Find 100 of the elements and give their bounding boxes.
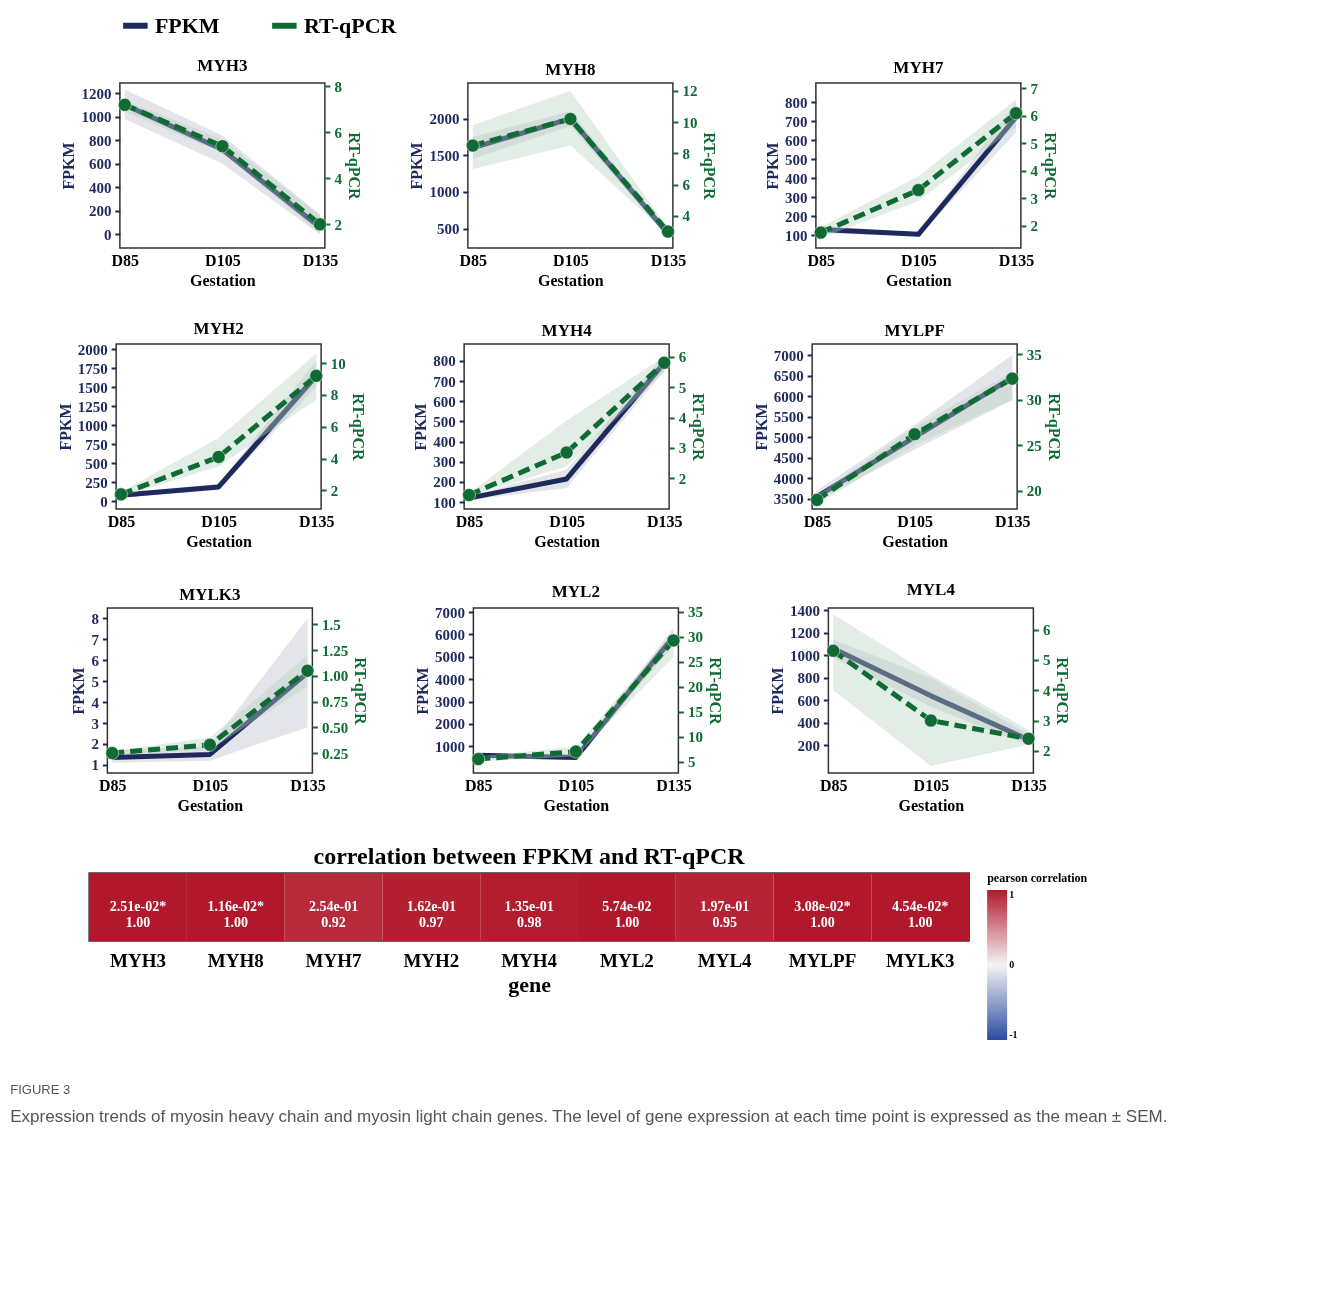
x-tick-label: D105 <box>558 776 595 794</box>
y-tick-label: 1 <box>91 757 99 774</box>
chart-title: MYL4 <box>906 580 956 600</box>
x-tick-label: MYH7 <box>305 949 363 971</box>
y-tick-label: 200 <box>797 737 820 754</box>
y-tick-label: 1000 <box>434 738 465 755</box>
chart-title: MYH4 <box>541 321 593 340</box>
y2-tick-label: 4 <box>1030 163 1039 180</box>
y-tick-label: 3000 <box>434 694 465 711</box>
y2-tick-label: 2 <box>1030 218 1038 235</box>
x-tick-label: D135 <box>994 512 1031 530</box>
y2-tick-label: 7 <box>1030 80 1039 97</box>
y-tick-label: 4 <box>91 694 100 711</box>
y-tick-label: 4000 <box>434 671 465 688</box>
x-tick-label: D85 <box>98 776 127 794</box>
y-axis-title: FPKM <box>60 142 78 190</box>
y2-axis-title: RT-qPCR <box>351 657 370 726</box>
y-tick-label: 400 <box>433 434 456 451</box>
point <box>300 663 315 678</box>
chart-title: MYL2 <box>551 581 600 601</box>
y2-tick-label: 6 <box>334 124 343 141</box>
x-tick-label: D105 <box>553 251 589 269</box>
y2-axis-title: RT-qPCR <box>344 132 363 201</box>
y2-tick-label: 1.25 <box>321 642 349 659</box>
x-tick-label: D105 <box>549 512 585 530</box>
x-tick-label: D85 <box>807 251 836 269</box>
y-tick-label: 100 <box>784 227 808 244</box>
point <box>924 713 938 728</box>
y-tick-label: 2 <box>91 736 99 753</box>
chart-title: MYH8 <box>545 60 596 79</box>
y2-tick-label: 3 <box>678 440 687 457</box>
point <box>907 427 922 441</box>
point <box>1005 371 1020 386</box>
y-tick-label: 600 <box>88 156 112 173</box>
y-tick-label: 800 <box>797 670 820 687</box>
y-tick-label: 1000 <box>81 109 112 126</box>
y2-tick-label: 10 <box>330 355 346 372</box>
y-tick-label: 6000 <box>434 626 465 643</box>
point <box>117 98 132 112</box>
x-tick-label: D85 <box>459 251 488 269</box>
y-tick-label: 1750 <box>77 360 108 377</box>
x-tick-label: D135 <box>290 776 326 794</box>
data-label: 2.51e-02* 1.00 <box>109 899 167 930</box>
y2-tick-label: 4 <box>682 208 691 225</box>
y2-tick-label: 6 <box>1042 622 1051 639</box>
y-tick-label: 0 <box>103 226 112 243</box>
x-tick-label: D85 <box>803 512 832 530</box>
y2-tick-label: 2 <box>1042 743 1051 760</box>
point <box>211 450 226 464</box>
x-tick-label: D105 <box>201 512 237 530</box>
y-axis-title: FPKM <box>408 142 426 190</box>
x-tick-label: MYLPF <box>788 949 857 971</box>
x-tick-label: D105 <box>897 512 933 530</box>
x-axis-title: Gestation <box>534 532 601 550</box>
y-axis-title: FPKM <box>412 403 430 451</box>
y-tick-label: 5500 <box>773 409 804 426</box>
y-tick-label: 1250 <box>77 398 108 415</box>
y-tick-label: 1000 <box>429 184 460 201</box>
point <box>462 488 476 502</box>
data-label: 3.08e-02* 1.00 <box>794 899 851 930</box>
y2-tick-label: 6 <box>682 177 691 194</box>
x-tick-label: D135 <box>302 251 339 269</box>
y-tick-label: 200 <box>433 474 456 491</box>
legend-label: FPKM <box>154 12 220 38</box>
y2-tick-label: 5 <box>1042 652 1051 669</box>
y-tick-label: 300 <box>433 454 456 471</box>
point <box>813 225 828 240</box>
y-tick-label: 2000 <box>434 716 465 733</box>
chart-title: MYH7 <box>893 58 944 78</box>
x-axis-title: Gestation <box>189 271 256 289</box>
point <box>215 139 230 153</box>
y-axis-title: FPKM <box>768 667 786 715</box>
y2-tick-label: 2 <box>330 482 339 499</box>
y-tick-label: 750 <box>85 436 108 453</box>
x-tick-label: D85 <box>464 776 493 794</box>
y2-tick-label: 2 <box>334 216 342 233</box>
y2-tick-label: 4 <box>334 170 343 187</box>
point <box>559 445 574 460</box>
y2-tick-label: 6 <box>678 349 687 366</box>
y-tick-label: 1400 <box>789 602 820 619</box>
x-tick-label: MYH3 <box>110 949 166 971</box>
x-axis-title: Gestation <box>898 796 965 814</box>
data-label: 5.74e-02 1.00 <box>602 899 652 930</box>
y2-tick-label: 10 <box>682 114 698 131</box>
y-tick-label: 100 <box>433 494 456 511</box>
y-tick-label: 6 <box>91 652 100 669</box>
data-label: 1.35e-01 0.98 <box>504 899 554 930</box>
x-tick-label: MYL2 <box>599 949 654 971</box>
x-tick-label: D85 <box>107 512 136 530</box>
y-tick-label: 400 <box>797 715 820 732</box>
y-tick-label: 1500 <box>429 147 460 164</box>
data-label: 4.54e-02* 1.00 <box>892 899 949 930</box>
x-axis-title: Gestation <box>537 271 604 289</box>
x-tick-label: MYH8 <box>207 949 264 971</box>
y-tick-label: 2000 <box>429 111 460 128</box>
x-axis-title: Gestation <box>543 796 610 814</box>
chart-title: MYLPF <box>884 321 945 340</box>
y-tick-label: 700 <box>784 113 808 130</box>
text: Expression trends of myosin heavy chain and myosin light chain genes. The level of gene expression at each time point is expressed as the mean ± SEM. <box>10 1106 1168 1126</box>
point <box>911 183 926 197</box>
